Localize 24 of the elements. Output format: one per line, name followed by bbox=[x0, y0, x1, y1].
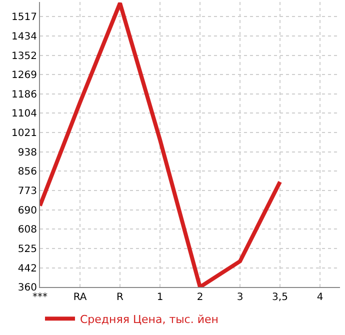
x-tick-label: R bbox=[116, 292, 124, 303]
x-tick-label: RA bbox=[73, 292, 87, 303]
x-tick-label: 3 bbox=[236, 292, 244, 303]
x-tick-label: *** bbox=[32, 292, 48, 303]
y-tick-label: 938 bbox=[18, 147, 37, 158]
y-tick-label: 608 bbox=[18, 224, 37, 236]
y-tick-label: 1352 bbox=[12, 50, 37, 62]
x-tick-label: 3,5 bbox=[272, 292, 288, 303]
y-tick-label: 856 bbox=[18, 166, 37, 178]
y-tick-label: 773 bbox=[18, 186, 37, 198]
y-tick-label: 442 bbox=[18, 263, 37, 274]
y-tick-label: 525 bbox=[18, 244, 37, 255]
legend-label: Средняя Цена, тыс. йен bbox=[80, 312, 218, 326]
x-tick-label: 2 bbox=[196, 292, 204, 303]
y-tick-label: 1517 bbox=[12, 12, 37, 24]
y-tick-label: 1434 bbox=[12, 32, 37, 43]
y-tick-label: 1104 bbox=[12, 108, 37, 120]
y-tick-label: 690 bbox=[18, 205, 37, 216]
x-tick-label: 1 bbox=[156, 292, 164, 303]
y-tick-label: 1021 bbox=[12, 128, 37, 140]
x-tick-label: 4 bbox=[316, 292, 324, 303]
y-tick-label: 360 bbox=[18, 282, 37, 294]
y-tick-label: 1269 bbox=[12, 70, 37, 82]
y-tick-label: 1186 bbox=[12, 90, 37, 101]
